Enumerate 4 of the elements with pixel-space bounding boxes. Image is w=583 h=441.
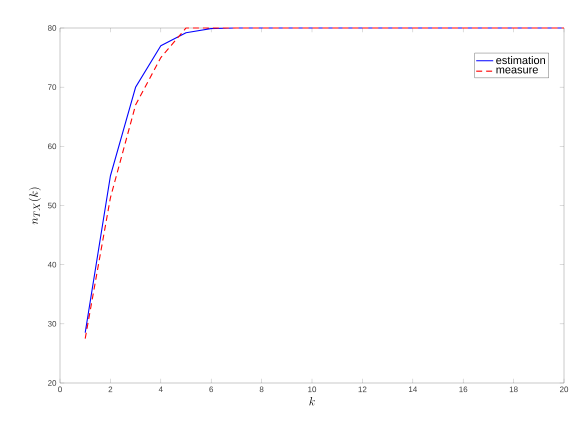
y-axis-title: $n_{TX}(k)$ bbox=[28, 188, 41, 224]
x-axis-title: $k$ bbox=[309, 397, 315, 406]
legend-label: measure bbox=[496, 67, 538, 74]
legend-label: estimation bbox=[496, 56, 545, 64]
